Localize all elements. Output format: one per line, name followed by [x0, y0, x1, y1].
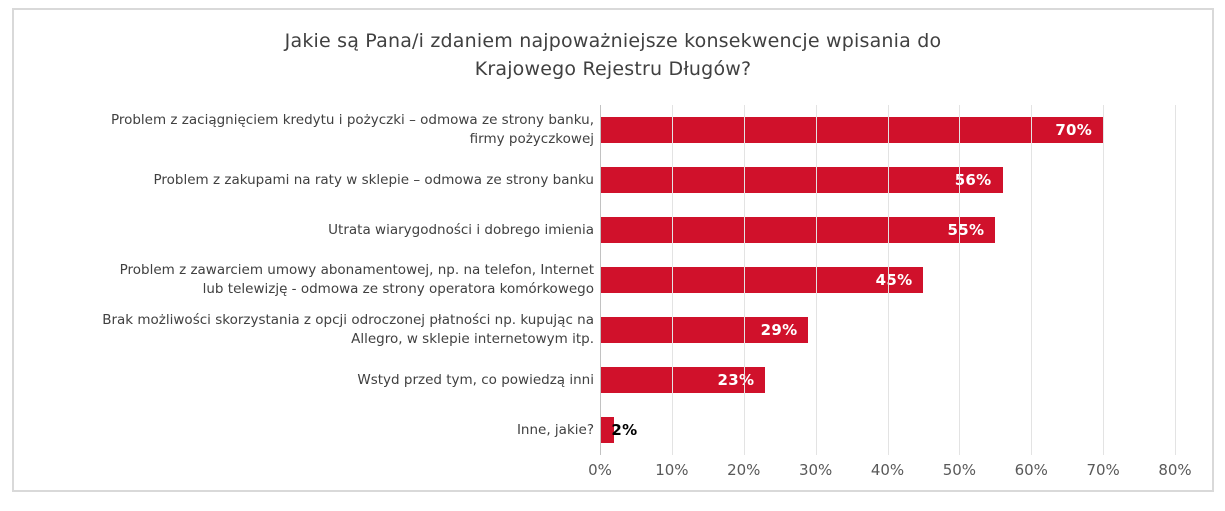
bar-row: 70% — [600, 105, 1175, 155]
bar-row: 45% — [600, 255, 1175, 305]
x-tick-label: 50% — [942, 461, 977, 479]
bar-rows: 70% 56% 55% 45% 29% 23% 2% — [600, 105, 1175, 455]
category-label: Problem z zakupami na raty w sklepie – o… — [153, 171, 595, 188]
x-tick-label: 0% — [588, 461, 612, 479]
bar-row: 23% — [600, 355, 1175, 405]
bar: 45% — [600, 267, 924, 293]
bar-row: 55% — [600, 205, 1175, 255]
category-label-row: Wstyd przed tym, co powiedzą inni — [22, 355, 594, 405]
category-label-row: Problem z zakupami na raty w sklepie – o… — [22, 155, 595, 205]
gridline — [887, 105, 889, 455]
bar: 23% — [600, 367, 766, 393]
x-axis: 0% 10% 20% 30% 40% 50% 60% 70% 80% — [588, 461, 1192, 485]
category-label-row: Brak możliwości skorzystania z opcji odr… — [22, 305, 594, 355]
gridline — [1031, 105, 1033, 455]
category-label: Inne, jakie? — [516, 421, 594, 438]
x-tick-label: 70% — [1086, 461, 1120, 479]
bar: 29% — [600, 317, 809, 343]
gridline — [671, 105, 673, 455]
category-label-row: Utrata wiarygodności i dobrego imienia — [22, 205, 594, 255]
bar: 55% — [600, 217, 996, 243]
category-label-row: Problem z zawarciem umowy abonamentowej,… — [22, 255, 594, 305]
bar-row: 56% — [600, 155, 1175, 205]
axis-line-zero — [600, 105, 601, 455]
category-label: Problem z zawarciem umowy abonamentowej,… — [119, 262, 594, 297]
value-label: 56% — [954, 171, 992, 189]
value-label: 2% — [611, 421, 638, 439]
chart-title-line: Krajowego Rejestru Długów? — [474, 58, 752, 80]
bar-row: 29% — [600, 305, 1175, 355]
chart-card: Jakie są Pana/i zdaniem najpoważniejsze … — [12, 8, 1214, 492]
value-label: 55% — [947, 221, 985, 239]
x-tick-label: 20% — [727, 461, 761, 479]
value-label: 45% — [875, 271, 913, 289]
x-tick-label: 10% — [655, 461, 689, 479]
x-tick-label: 80% — [1158, 461, 1192, 479]
category-label: Brak możliwości skorzystania z opcji odr… — [102, 312, 594, 347]
bar-row: 2% — [600, 405, 1175, 455]
bar: 56% — [600, 167, 1003, 193]
x-tick-label: 30% — [798, 461, 833, 479]
category-label: Wstyd przed tym, co powiedzą inni — [357, 371, 594, 388]
category-label-row: Problem z zaciągnięciem kredytu i pożycz… — [22, 105, 594, 155]
category-label: Utrata wiarygodności i dobrego imienia — [328, 221, 594, 238]
gridline — [959, 105, 961, 455]
gridline — [1175, 105, 1176, 455]
value-label: 70% — [1055, 121, 1093, 139]
bar: 70% — [600, 117, 1104, 143]
value-label: 23% — [717, 371, 755, 389]
gridline — [743, 105, 745, 455]
gridline — [1103, 105, 1105, 455]
gridline — [815, 105, 817, 455]
value-label: 29% — [760, 321, 798, 339]
category-label: Problem z zaciągnięciem kredytu i pożycz… — [110, 112, 594, 147]
category-label-row: Inne, jakie? — [22, 405, 594, 455]
x-tick-label: 40% — [870, 461, 905, 479]
category-labels-column: Problem z zaciągnięciem kredytu i pożycz… — [22, 105, 594, 455]
bar — [600, 417, 615, 443]
plot-area: 70% 56% 55% 45% 29% 23% 2% — [600, 105, 1176, 455]
x-tick-label: 60% — [1014, 461, 1048, 479]
chart-title-line: Jakie są Pana/i zdaniem najpoważniejsze … — [284, 30, 942, 52]
chart-title: Jakie są Pana/i zdaniem najpoważniejsze … — [14, 27, 1212, 83]
